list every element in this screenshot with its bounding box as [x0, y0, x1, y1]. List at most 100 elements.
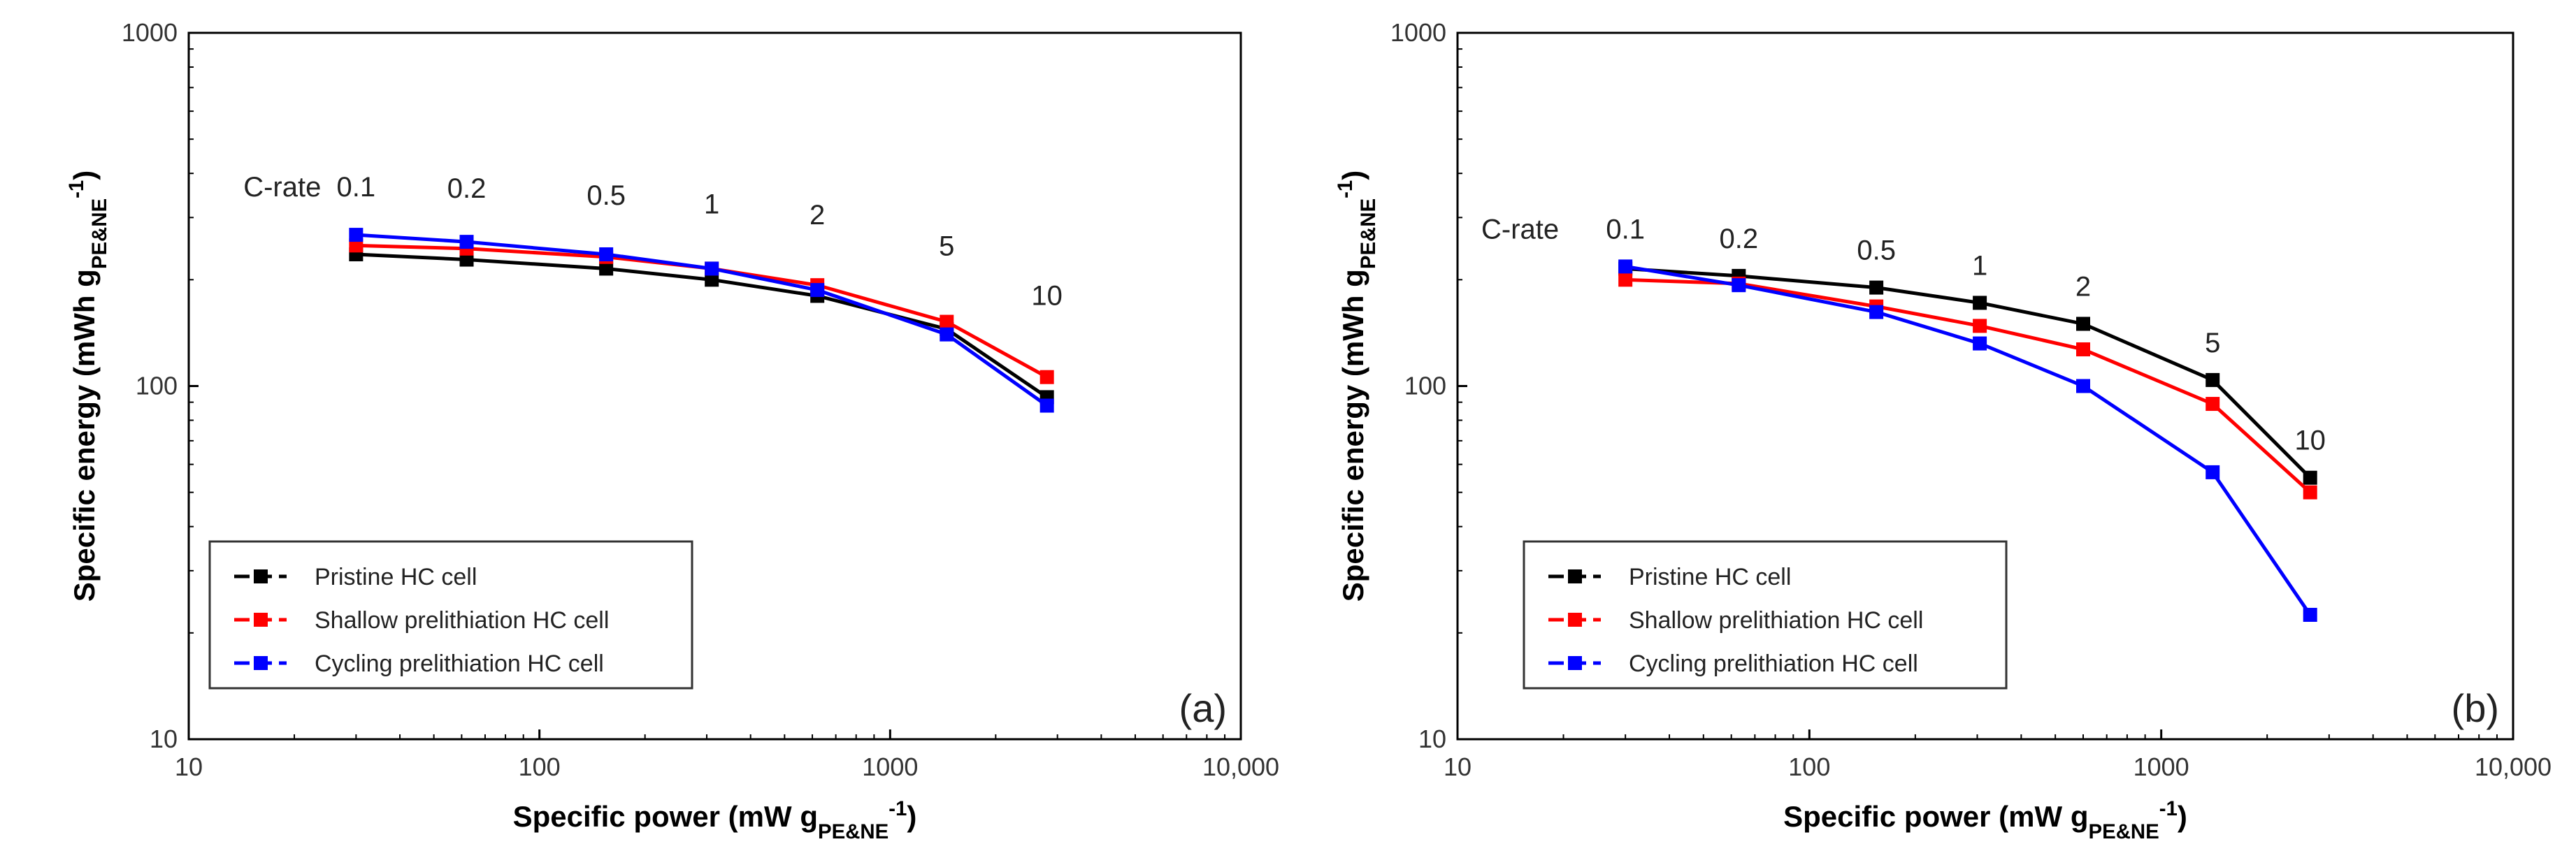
- data-point: [459, 235, 474, 249]
- x-axis-label-main: Specific power (mW g: [1783, 800, 2088, 833]
- data-point: [2076, 379, 2091, 393]
- y-axis-label-end: ): [68, 170, 101, 180]
- data-point: [1618, 259, 1633, 274]
- crate-label: 1: [704, 189, 719, 219]
- x-tick-label: 100: [519, 752, 561, 781]
- crate-label: 5: [939, 231, 954, 262]
- data-point: [459, 252, 474, 267]
- y-axis-label-main: Specific energy (mWh g: [68, 269, 101, 602]
- legend-label: Shallow prelithiation HC cell: [315, 607, 609, 634]
- y-axis-label: Specific energy (mWh gPE&NE-1): [65, 170, 111, 602]
- legend-marker: [1568, 569, 1582, 583]
- data-point: [599, 261, 614, 276]
- crate-label: 5: [2205, 328, 2220, 358]
- legend-label: Cycling prelithiation HC cell: [315, 650, 604, 677]
- data-point: [2303, 470, 2317, 485]
- y-axis-label-sup: -1: [65, 180, 88, 198]
- crate-label: 10: [1031, 281, 1063, 312]
- data-point: [940, 327, 954, 342]
- crate-title: C-rate: [243, 172, 321, 203]
- x-axis-label-end: ): [907, 800, 916, 833]
- y-tick-label: 10: [150, 725, 178, 753]
- data-point: [2076, 317, 2091, 331]
- y-axis-label-end: ): [1337, 170, 1369, 180]
- legend-label: Shallow prelithiation HC cell: [1629, 607, 1923, 634]
- legend-label: Cycling prelithiation HC cell: [1629, 650, 1918, 677]
- legend-marker: [254, 656, 268, 670]
- data-point: [2206, 397, 2220, 412]
- x-tick-label: 10,000: [2475, 752, 2552, 781]
- data-point: [1039, 398, 1054, 413]
- data-point: [349, 228, 364, 242]
- y-axis-label-main: Specific energy (mWh g: [1337, 269, 1369, 602]
- crate-label: 0.1: [1606, 214, 1645, 245]
- data-point: [1973, 296, 1987, 310]
- legend-marker: [1568, 656, 1582, 670]
- panel-label: (a): [1179, 686, 1227, 730]
- data-point: [1869, 305, 1884, 319]
- y-axis-label: Specific energy (mWh gPE&NE-1): [1334, 170, 1380, 602]
- y-tick-label: 100: [1404, 372, 1446, 400]
- crate-label: 0.1: [337, 172, 376, 203]
- data-point: [599, 247, 614, 261]
- crate-label: 0.2: [1720, 224, 1759, 254]
- data-point: [1732, 278, 1746, 293]
- data-point: [2303, 607, 2317, 622]
- legend-label: Pristine HC cell: [315, 564, 477, 590]
- x-tick-label: 10: [1444, 752, 1472, 781]
- legend-box: [1523, 540, 2008, 690]
- data-point: [1618, 272, 1633, 287]
- legend-box: [208, 540, 693, 690]
- y-axis-label-sup: -1: [1334, 180, 1357, 198]
- legend: Pristine HC cell Shallow prelithiation HC…: [208, 540, 693, 690]
- data-point: [349, 238, 364, 253]
- crate-label: 2: [810, 200, 825, 231]
- crate-label: 0.5: [1857, 235, 1896, 266]
- x-axis-label-sup: -1: [2159, 797, 2178, 820]
- legend-label: Pristine HC cell: [1629, 564, 1791, 590]
- crate-title: C-rate: [1481, 214, 1559, 245]
- x-tick-label: 1000: [862, 752, 918, 781]
- legend-marker: [1568, 613, 1582, 627]
- data-point: [1973, 336, 1987, 351]
- data-point: [2206, 372, 2220, 387]
- data-point: [1869, 280, 1884, 295]
- crate-label: 0.5: [587, 180, 626, 211]
- chart-panel-b: 10 100 1000 10,000 10 100 1000 Specific power (…: [1334, 18, 2552, 843]
- legend-marker: [254, 613, 268, 627]
- y-tick-label: 10: [1418, 725, 1446, 753]
- y-tick-label: 100: [136, 372, 178, 400]
- legend-marker: [254, 569, 268, 583]
- crate-label: 0.2: [447, 173, 487, 204]
- x-axis-label-sub: PE&NE: [2088, 820, 2159, 843]
- x-tick-label: 10,000: [1202, 752, 1279, 781]
- chart-panel-a: 10 100 1000 10,000 10 100 1000 Specific power (…: [65, 18, 1280, 843]
- y-tick-label: 1000: [1390, 18, 1446, 47]
- x-tick-label: 1000: [2134, 752, 2189, 781]
- data-point: [2303, 485, 2317, 500]
- data-point: [1039, 370, 1054, 384]
- x-axis-label: Specific power (mW gPE&NE-1): [513, 797, 917, 843]
- x-axis-label-sub: PE&NE: [818, 820, 888, 843]
- legend: Pristine HC cell Shallow prelithiation HC…: [1523, 540, 2008, 690]
- y-tick-label: 1000: [122, 18, 178, 47]
- data-point: [1973, 319, 1987, 333]
- panel-label: (b): [2452, 686, 2499, 730]
- y-axis-label-sub: PE&NE: [88, 198, 111, 269]
- x-axis-label-sup: -1: [888, 797, 907, 820]
- x-axis-label: Specific power (mW gPE&NE-1): [1783, 797, 2187, 843]
- x-tick-label: 10: [175, 752, 203, 781]
- y-axis-label-sub: PE&NE: [1357, 198, 1380, 269]
- data-point: [810, 283, 825, 298]
- data-point: [2206, 465, 2220, 479]
- crate-label: 10: [2294, 426, 2326, 456]
- x-axis-label-end: ): [2178, 800, 2187, 833]
- x-axis-label-main: Specific power (mW g: [513, 800, 818, 833]
- crate-label: 2: [2075, 271, 2091, 302]
- data-point: [940, 314, 954, 329]
- data-point: [2076, 342, 2091, 357]
- data-point: [705, 261, 719, 276]
- crate-label: 1: [1972, 250, 1987, 281]
- data-point: [705, 272, 719, 287]
